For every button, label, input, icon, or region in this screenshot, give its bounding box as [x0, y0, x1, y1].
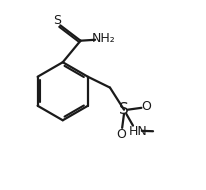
- Text: O: O: [116, 128, 126, 141]
- Text: NH₂: NH₂: [92, 32, 115, 45]
- Text: S: S: [119, 102, 129, 117]
- Text: HN: HN: [129, 125, 148, 138]
- Text: O: O: [141, 100, 151, 113]
- Text: S: S: [53, 14, 61, 27]
